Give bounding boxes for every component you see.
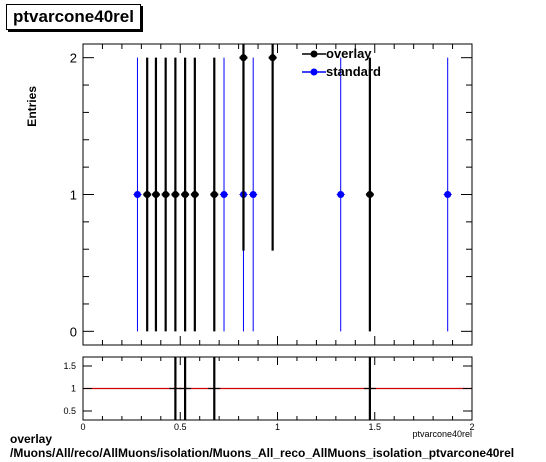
ratio-x-tick-label: 1: [275, 422, 280, 432]
overlay-point: [191, 191, 199, 198]
overlay-point: [171, 191, 179, 198]
legend-marker-standard: [310, 68, 318, 76]
y-axis-label: Entries: [25, 86, 39, 127]
legend-label-standard: standard: [326, 64, 381, 79]
y-tick-label: 2: [70, 51, 77, 66]
x-axis-label: ptvarcone40rel: [412, 429, 472, 439]
overlay-point: [162, 191, 170, 198]
ratio-x-tick-label: 0.5: [174, 422, 187, 432]
footer-path: /Muons/All/reco/AllMuons/isolation/Muons…: [10, 446, 515, 460]
ratio-x-tick-label: 1.5: [368, 422, 381, 432]
overlay-point: [239, 54, 247, 62]
overlay-point: [366, 191, 374, 198]
legend-label-overlay: overlay: [326, 46, 372, 61]
ratio-y-tick-label: 1.5: [63, 361, 76, 371]
ratio-x-tick-label: 2: [469, 422, 474, 432]
ratio-y-tick-label: 1: [71, 384, 76, 394]
standard-point: [249, 191, 257, 198]
ratio-x-tick-label: 0: [80, 422, 85, 432]
ratio-y-tick-label: 0.5: [63, 406, 76, 416]
legend-marker-overlay: [310, 50, 318, 58]
standard-point: [337, 191, 345, 198]
standard-point: [444, 191, 452, 198]
main-panel: 0 1 2 Entries overlay standard: [25, 43, 473, 346]
plot-title: ptvarcone40rel: [6, 4, 141, 30]
standard-point: [220, 191, 228, 198]
footer-label: overlay: [10, 432, 53, 446]
y-tick-label: 1: [70, 188, 77, 203]
overlay-point: [143, 191, 151, 198]
overlay-point: [152, 191, 160, 198]
overlay-point: [269, 54, 277, 62]
overlay-point: [181, 191, 189, 198]
overlay-point: [210, 191, 218, 198]
standard-point: [133, 191, 141, 198]
y-tick-label: 0: [70, 324, 77, 339]
